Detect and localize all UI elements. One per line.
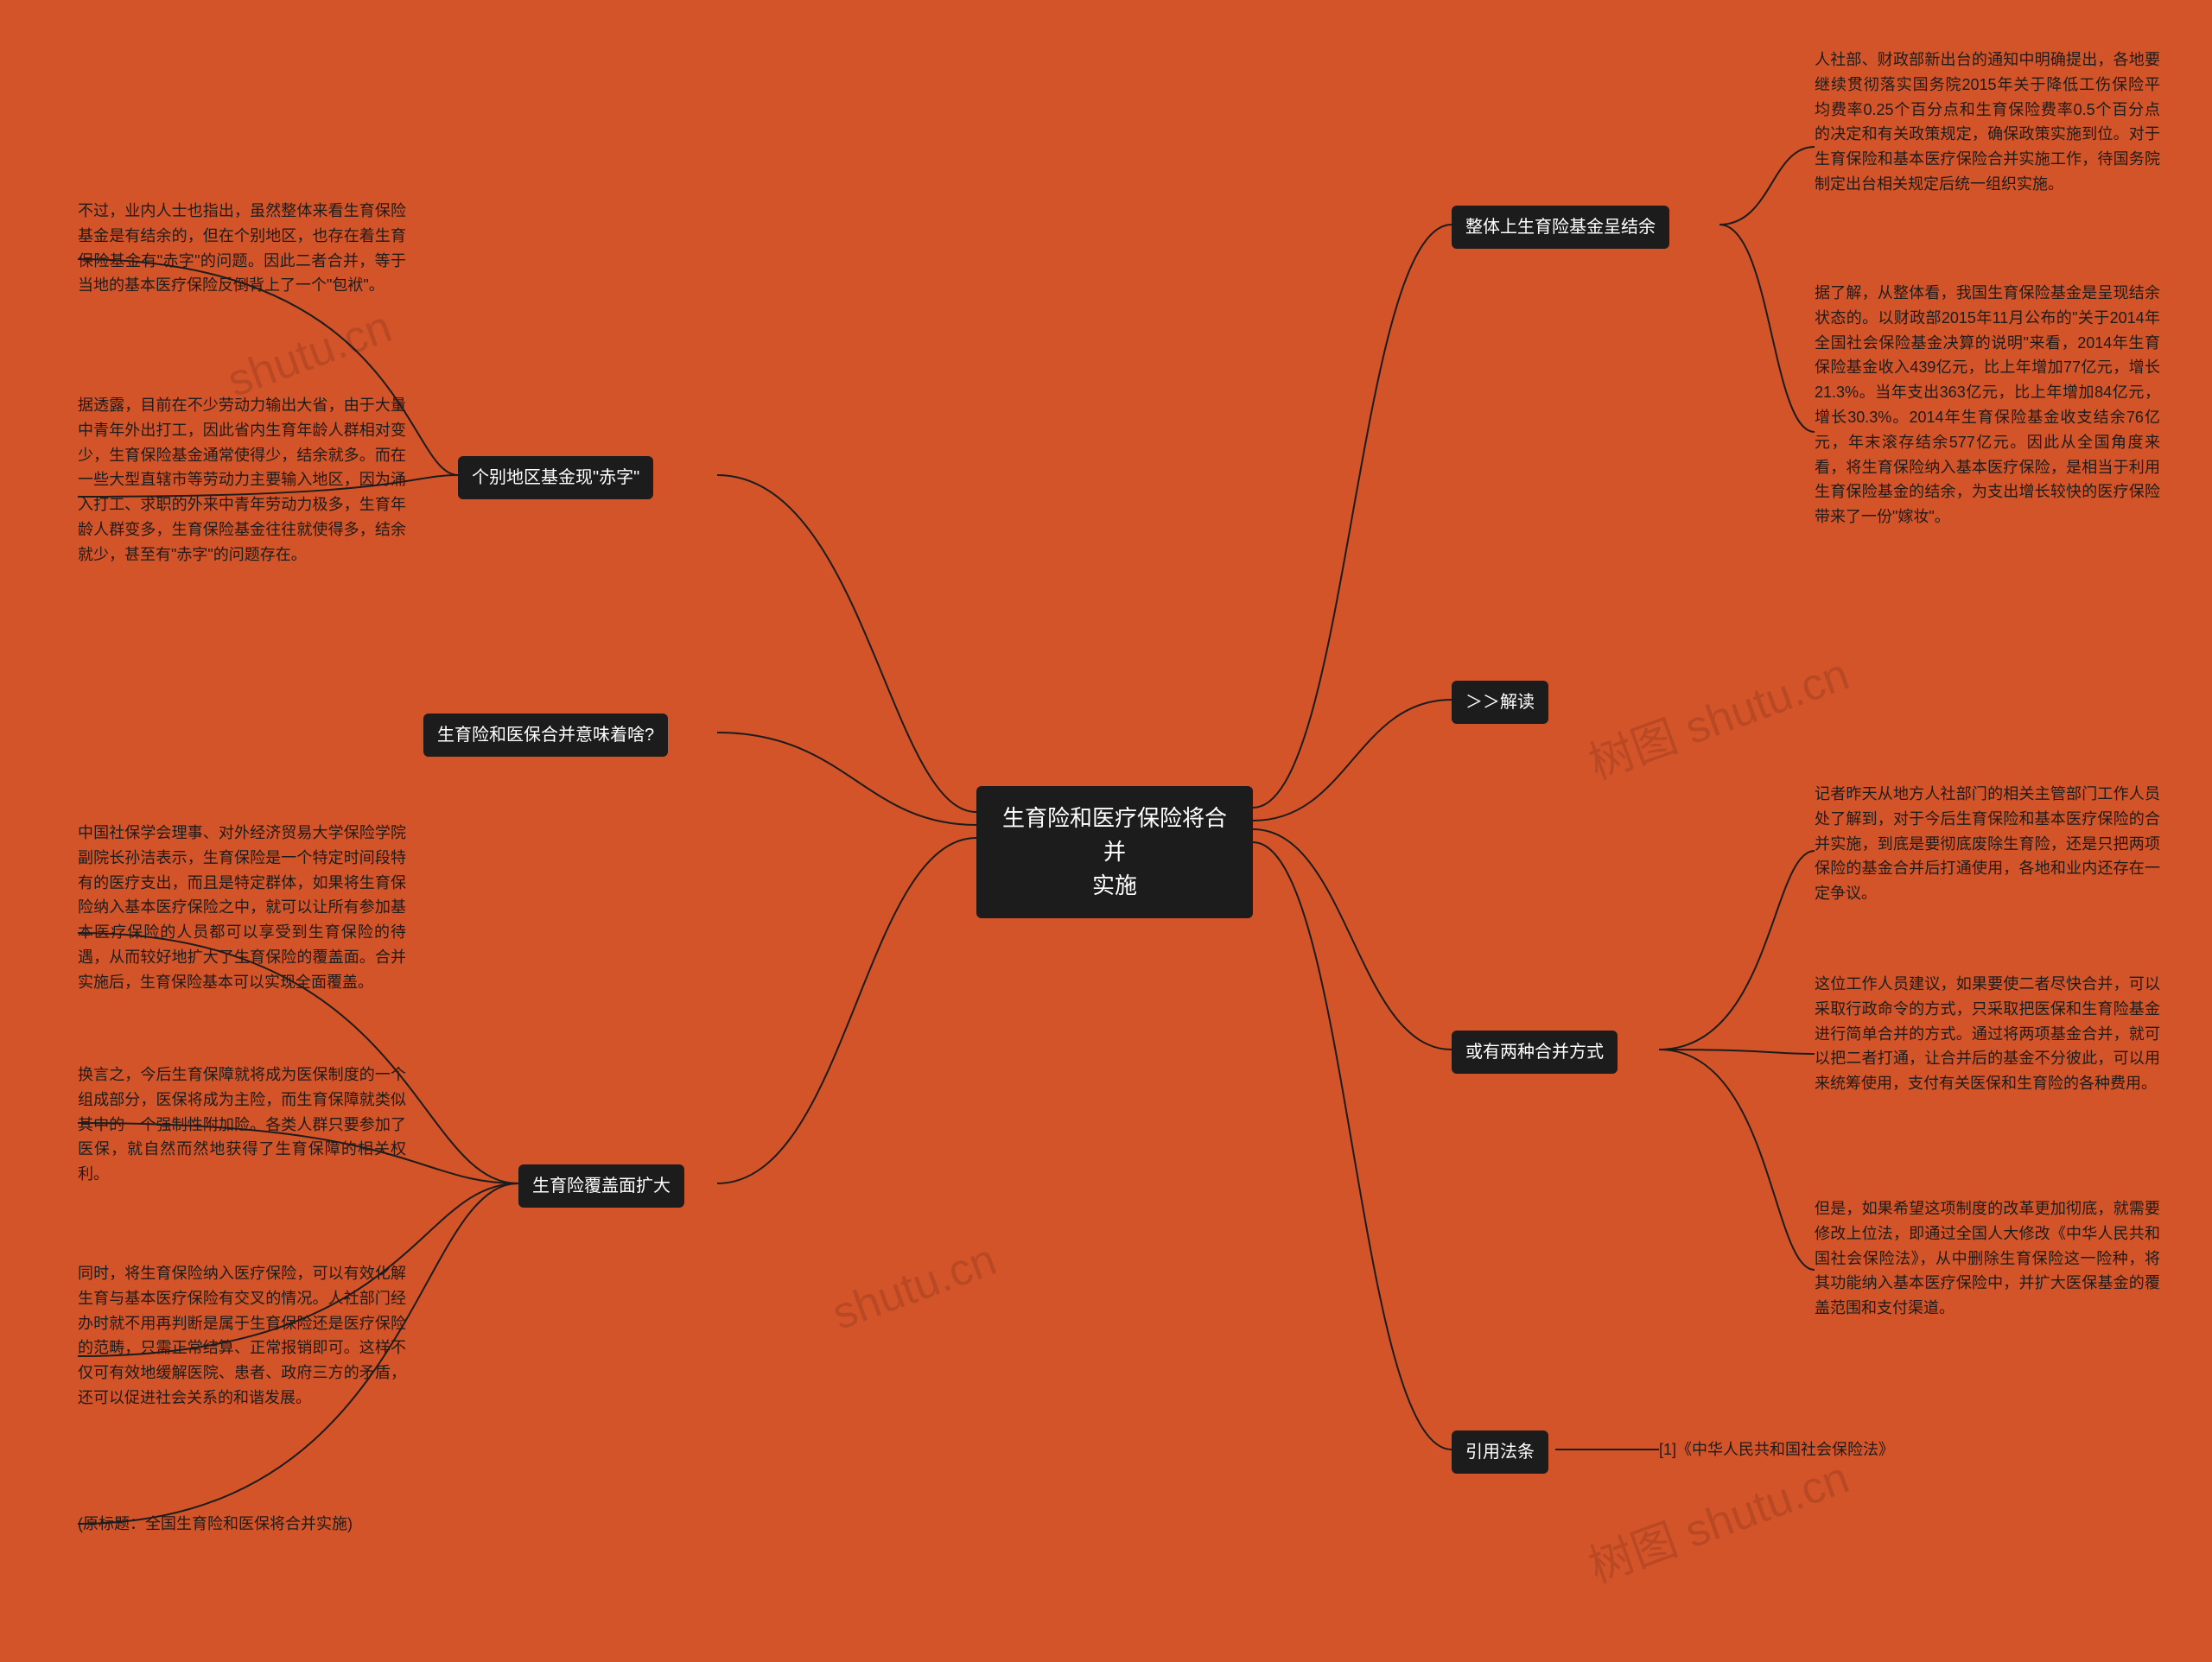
leaf-left-0-0: 不过，业内人士也指出，虽然整体来看生育保险基金是有结余的，但在个别地区，也存在着… — [78, 199, 406, 298]
node-left-1: 生育险和医保合并意味着啥? — [423, 714, 668, 757]
leaf-left-0-1-text: 据透露，目前在不少劳动力输出大省，由于大量中青年外出打工，因此省内生育年龄人群相… — [78, 396, 406, 563]
leaf-right-2-0-text: 记者昨天从地方人社部门的相关主管部门工作人员处了解到，对于今后生育保险和基本医疗… — [1815, 785, 2160, 902]
leaf-right-3-0-text: [1]《中华人民共和国社会保险法》 — [1659, 1441, 1894, 1458]
node-right-1-label: ＞＞解读 — [1465, 693, 1535, 712]
leaf-right-0-1: 据了解，从整体看，我国生育保险基金是呈现结余状态的。以财政部2015年11月公布… — [1815, 281, 2160, 530]
leaf-right-2-0: 记者昨天从地方人社部门的相关主管部门工作人员处了解到，对于今后生育保险和基本医疗… — [1815, 782, 2160, 906]
leaf-left-2-2: 同时，将生育保险纳入医疗保险，可以有效化解生育与基本医疗保险有交叉的情况。人社部… — [78, 1261, 406, 1411]
node-right-3-label: 引用法条 — [1465, 1443, 1535, 1462]
watermark-0: shutu.cn — [221, 301, 398, 408]
watermark-1-text: shutu.cn — [826, 1234, 1003, 1340]
watermark-0-text: shutu.cn — [221, 301, 398, 407]
watermark-2: 树图 shutu.cn — [1579, 638, 1857, 791]
leaf-right-2-1: 这位工作人员建议，如果要使二者尽快合并，可以采取行政命令的方式，只采取把医保和生… — [1815, 972, 2160, 1096]
leaf-right-0-0-text: 人社部、财政部新出台的通知中明确提出，各地要继续贯彻落实国务院2015年关于降低… — [1815, 51, 2160, 193]
node-right-3: 引用法条 — [1452, 1430, 1548, 1474]
node-right-0: 整体上生育险基金呈结余 — [1452, 206, 1669, 249]
leaf-right-2-2-text: 但是，如果希望这项制度的改革更加彻底，就需要修改上位法，即通过全国人大修改《中华… — [1815, 1200, 2160, 1316]
node-left-1-label: 生育险和医保合并意味着啥? — [437, 726, 654, 745]
watermark-1: shutu.cn — [826, 1234, 1003, 1341]
central-line2: 实施 — [1092, 872, 1137, 898]
leaf-left-2-1: 换言之，今后生育保障就将成为医保制度的一个组成部分，医保将成为主险，而生育保障就… — [78, 1063, 406, 1187]
leaf-right-0-0: 人社部、财政部新出台的通知中明确提出，各地要继续贯彻落实国务院2015年关于降低… — [1815, 48, 2160, 197]
node-left-2: 生育险覆盖面扩大 — [518, 1164, 684, 1208]
watermark-2-text: 树图 shutu.cn — [1582, 650, 1855, 790]
watermark-3-text: 树图 shutu.cn — [1582, 1453, 1855, 1593]
leaf-right-2-2: 但是，如果希望这项制度的改革更加彻底，就需要修改上位法，即通过全国人大修改《中华… — [1815, 1196, 2160, 1321]
leaf-right-2-1-text: 这位工作人员建议，如果要使二者尽快合并，可以采取行政命令的方式，只采取把医保和生… — [1815, 975, 2160, 1092]
leaf-left-0-1: 据透露，目前在不少劳动力输出大省，由于大量中青年外出打工，因此省内生育年龄人群相… — [78, 393, 406, 568]
node-right-1: ＞＞解读 — [1452, 681, 1548, 724]
central-node: 生育险和医疗保险将合并 实施 — [976, 786, 1253, 918]
leaf-right-0-1-text: 据了解，从整体看，我国生育保险基金是呈现结余状态的。以财政部2015年11月公布… — [1815, 284, 2160, 525]
leaf-left-2-0: 中国社保学会理事、对外经济贸易大学保险学院副院长孙洁表示，生育保险是一个特定时间… — [78, 821, 406, 995]
node-right-2-label: 或有两种合并方式 — [1465, 1043, 1604, 1062]
leaf-left-2-1-text: 换言之，今后生育保障就将成为医保制度的一个组成部分，医保将成为主险，而生育保障就… — [78, 1066, 406, 1183]
node-left-2-label: 生育险覆盖面扩大 — [532, 1177, 671, 1196]
leaf-left-2-3: (原标题：全国生育险和医保将合并实施) — [78, 1512, 406, 1537]
central-line1: 生育险和医疗保险将合并 — [1002, 805, 1227, 865]
leaf-left-2-2-text: 同时，将生育保险纳入医疗保险，可以有效化解生育与基本医疗保险有交叉的情况。人社部… — [78, 1265, 406, 1406]
watermark-3: 树图 shutu.cn — [1579, 1441, 1857, 1595]
node-right-0-label: 整体上生育险基金呈结余 — [1465, 218, 1656, 237]
leaf-left-2-0-text: 中国社保学会理事、对外经济贸易大学保险学院副院长孙洁表示，生育保险是一个特定时间… — [78, 824, 406, 991]
leaf-left-2-3-text: (原标题：全国生育险和医保将合并实施) — [78, 1515, 353, 1532]
node-left-0: 个别地区基金现"赤字" — [458, 456, 653, 499]
node-right-2: 或有两种合并方式 — [1452, 1031, 1618, 1074]
leaf-left-0-0-text: 不过，业内人士也指出，虽然整体来看生育保险基金是有结余的，但在个别地区，也存在着… — [78, 202, 406, 294]
leaf-right-3-0: [1]《中华人民共和国社会保险法》 — [1659, 1437, 2005, 1462]
node-left-0-label: 个别地区基金现"赤字" — [472, 468, 639, 487]
